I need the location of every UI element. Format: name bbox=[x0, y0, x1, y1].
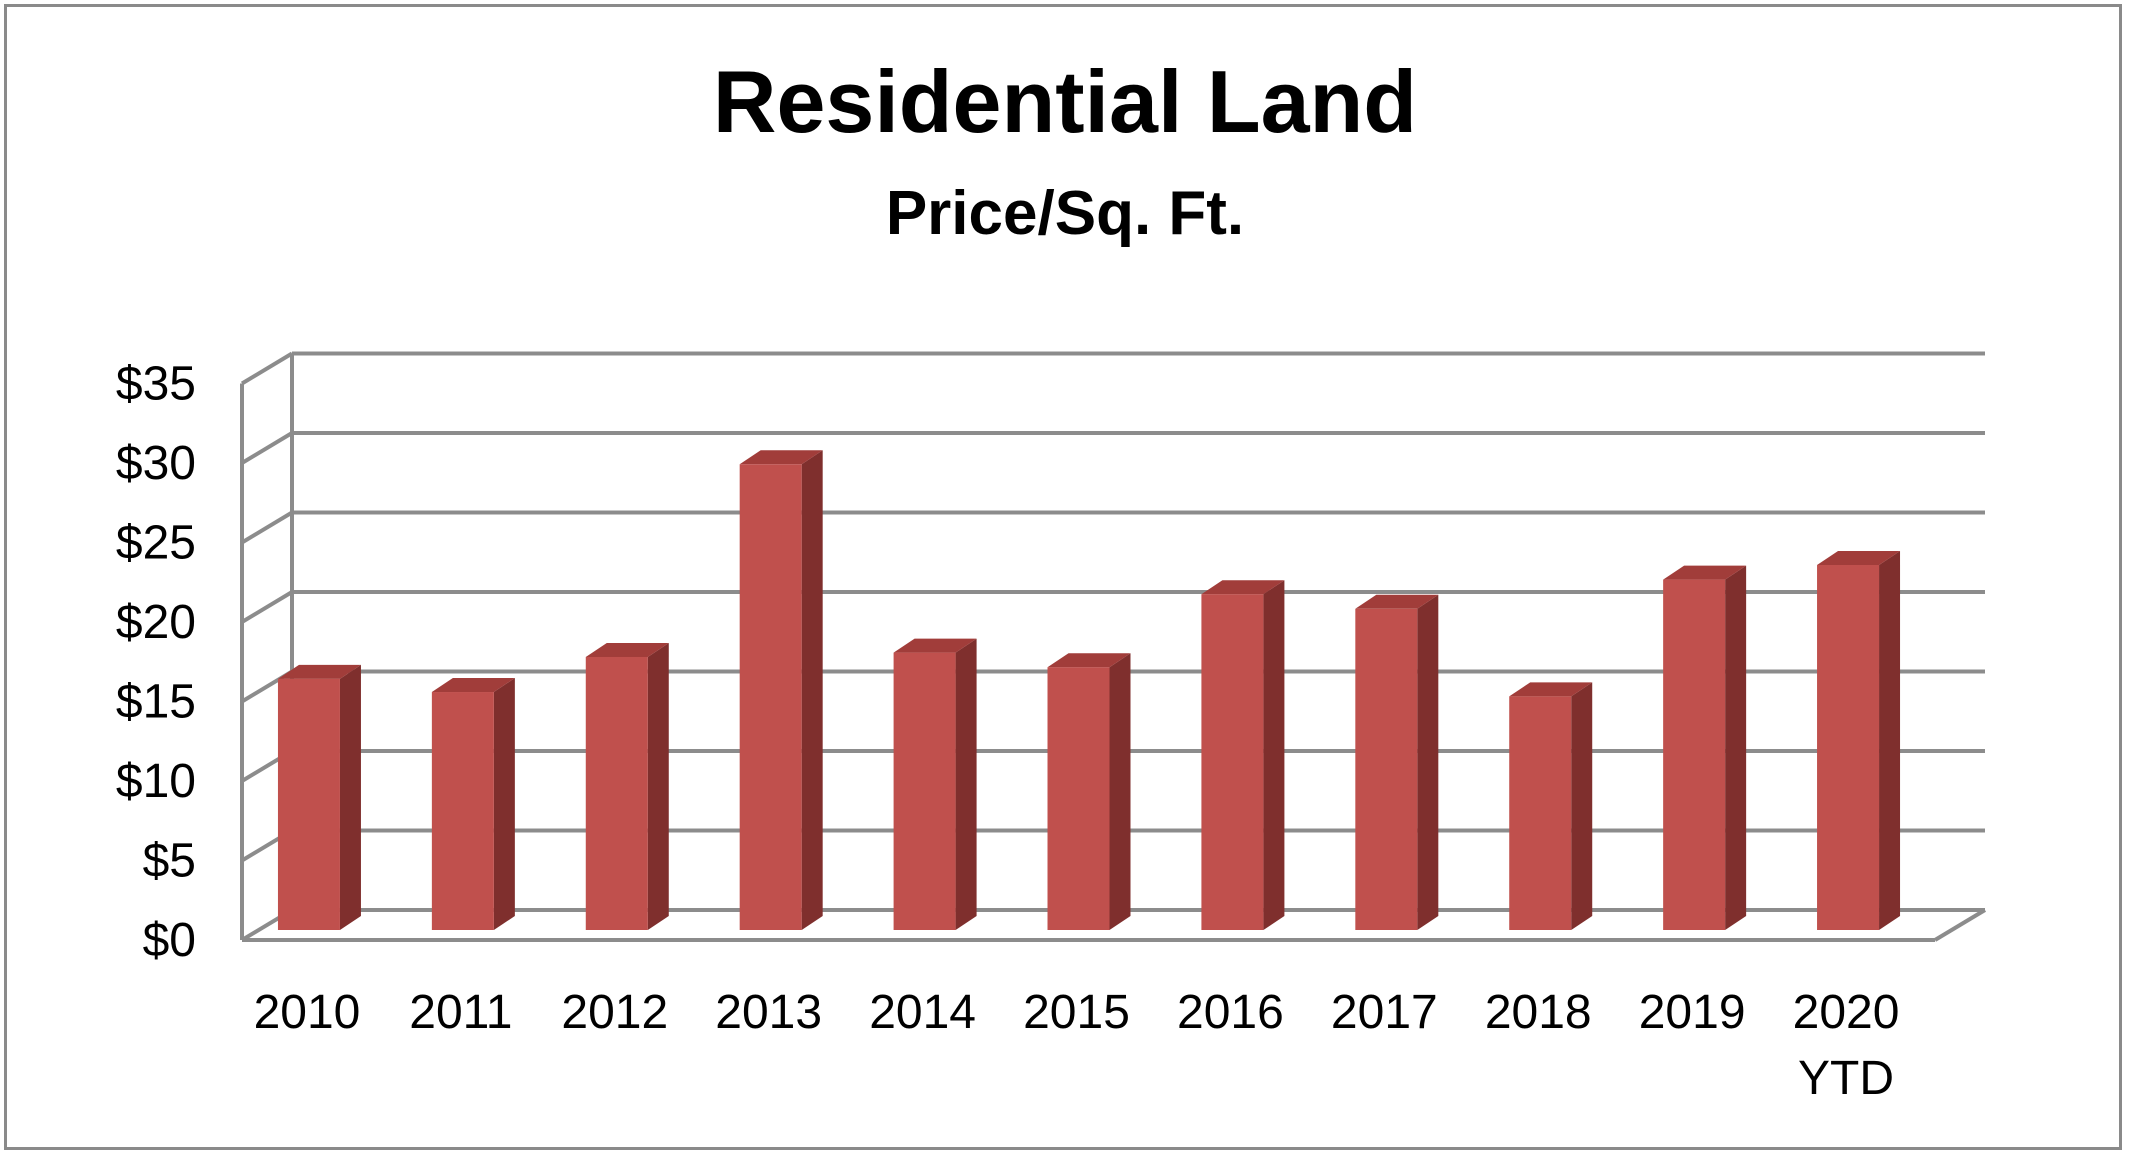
bar bbox=[585, 642, 669, 930]
bar-front bbox=[1817, 565, 1880, 930]
bar-top bbox=[1355, 594, 1439, 609]
y-tick-label: $30 bbox=[116, 437, 196, 490]
gridline-depth bbox=[240, 510, 294, 545]
bar bbox=[739, 450, 823, 930]
bar bbox=[893, 638, 977, 930]
bar-front bbox=[1509, 696, 1572, 930]
y-tick-label: $10 bbox=[116, 755, 196, 808]
bar-top bbox=[893, 638, 977, 653]
chart-title: Residential Land bbox=[712, 52, 1418, 151]
gridline-depth bbox=[240, 431, 294, 465]
x-tick-label: 2017 bbox=[1331, 986, 1438, 1039]
y-tick-label: $35 bbox=[116, 358, 196, 411]
x-tick-label: 2020 YTD bbox=[1793, 986, 1900, 1105]
x-tick-label: 2012 bbox=[561, 986, 668, 1039]
bar-top bbox=[1509, 682, 1593, 697]
bar-front bbox=[1201, 594, 1264, 930]
bar bbox=[1509, 682, 1593, 930]
bar-front bbox=[739, 464, 802, 930]
bar-top bbox=[431, 678, 515, 693]
bar-side bbox=[493, 678, 515, 930]
y-tick-label: $5 bbox=[143, 835, 196, 888]
x-tick-label: 2016 bbox=[1177, 986, 1284, 1039]
bar bbox=[1047, 653, 1131, 930]
bar bbox=[1201, 580, 1285, 930]
bar-side bbox=[1109, 653, 1131, 930]
chart-subtitle: Price/Sq. Ft. bbox=[885, 179, 1245, 248]
x-tick-label: 2014 bbox=[869, 986, 976, 1039]
bar bbox=[277, 664, 361, 930]
bar bbox=[1355, 594, 1439, 930]
y-axis-ticks: $0 $5 $10 $15 $20 $25 $30 $35 bbox=[116, 358, 196, 968]
gridline-depth bbox=[240, 351, 294, 386]
y-tick-label: $25 bbox=[116, 517, 196, 570]
bar-front bbox=[1355, 608, 1418, 930]
x-tick-label: 2011 bbox=[409, 986, 512, 1039]
chart-frame bbox=[4, 4, 2122, 1150]
gridline-depth bbox=[240, 590, 294, 624]
bar-side bbox=[955, 638, 977, 930]
bar-top bbox=[739, 450, 823, 465]
bar-top bbox=[1201, 580, 1285, 595]
bar-side bbox=[1263, 580, 1285, 930]
x-axis-ticks: 2010 2011 2012 2013 2014 2015 2016 2017 2018 2019… bbox=[254, 986, 1900, 1105]
x-tick-label: 2013 bbox=[715, 986, 822, 1039]
y-tick-label: $15 bbox=[116, 676, 196, 729]
y-tick-label: $0 bbox=[143, 914, 196, 967]
x-tick-label: 2010 bbox=[254, 986, 361, 1039]
bar-front bbox=[893, 652, 956, 930]
bar-top bbox=[1047, 653, 1131, 668]
bars bbox=[277, 450, 1901, 930]
bar-side bbox=[1571, 682, 1593, 930]
bar-top bbox=[585, 642, 669, 657]
bar-front bbox=[431, 692, 494, 930]
bar bbox=[431, 678, 515, 930]
bar-side bbox=[1417, 594, 1439, 930]
bar-front bbox=[1663, 579, 1726, 930]
bar-side bbox=[1879, 551, 1901, 930]
bar-front bbox=[1047, 667, 1110, 930]
floor-right-edge bbox=[1933, 908, 1987, 942]
bar bbox=[1817, 551, 1901, 930]
bar-side bbox=[647, 642, 669, 930]
x-tick-label: 2019 bbox=[1639, 986, 1746, 1039]
bar-side bbox=[801, 450, 823, 930]
bar-front bbox=[585, 656, 648, 930]
bar-top bbox=[1663, 565, 1747, 580]
y-tick-label: $20 bbox=[116, 596, 196, 649]
bar-top bbox=[1817, 551, 1901, 565]
x-tick-label: 2015 bbox=[1023, 986, 1130, 1039]
bar-side bbox=[1725, 565, 1747, 930]
bar bbox=[1663, 565, 1747, 930]
bar-top bbox=[277, 664, 361, 679]
bar-front bbox=[277, 678, 340, 930]
bar-side bbox=[339, 664, 361, 930]
x-tick-label: 2018 bbox=[1485, 986, 1592, 1039]
